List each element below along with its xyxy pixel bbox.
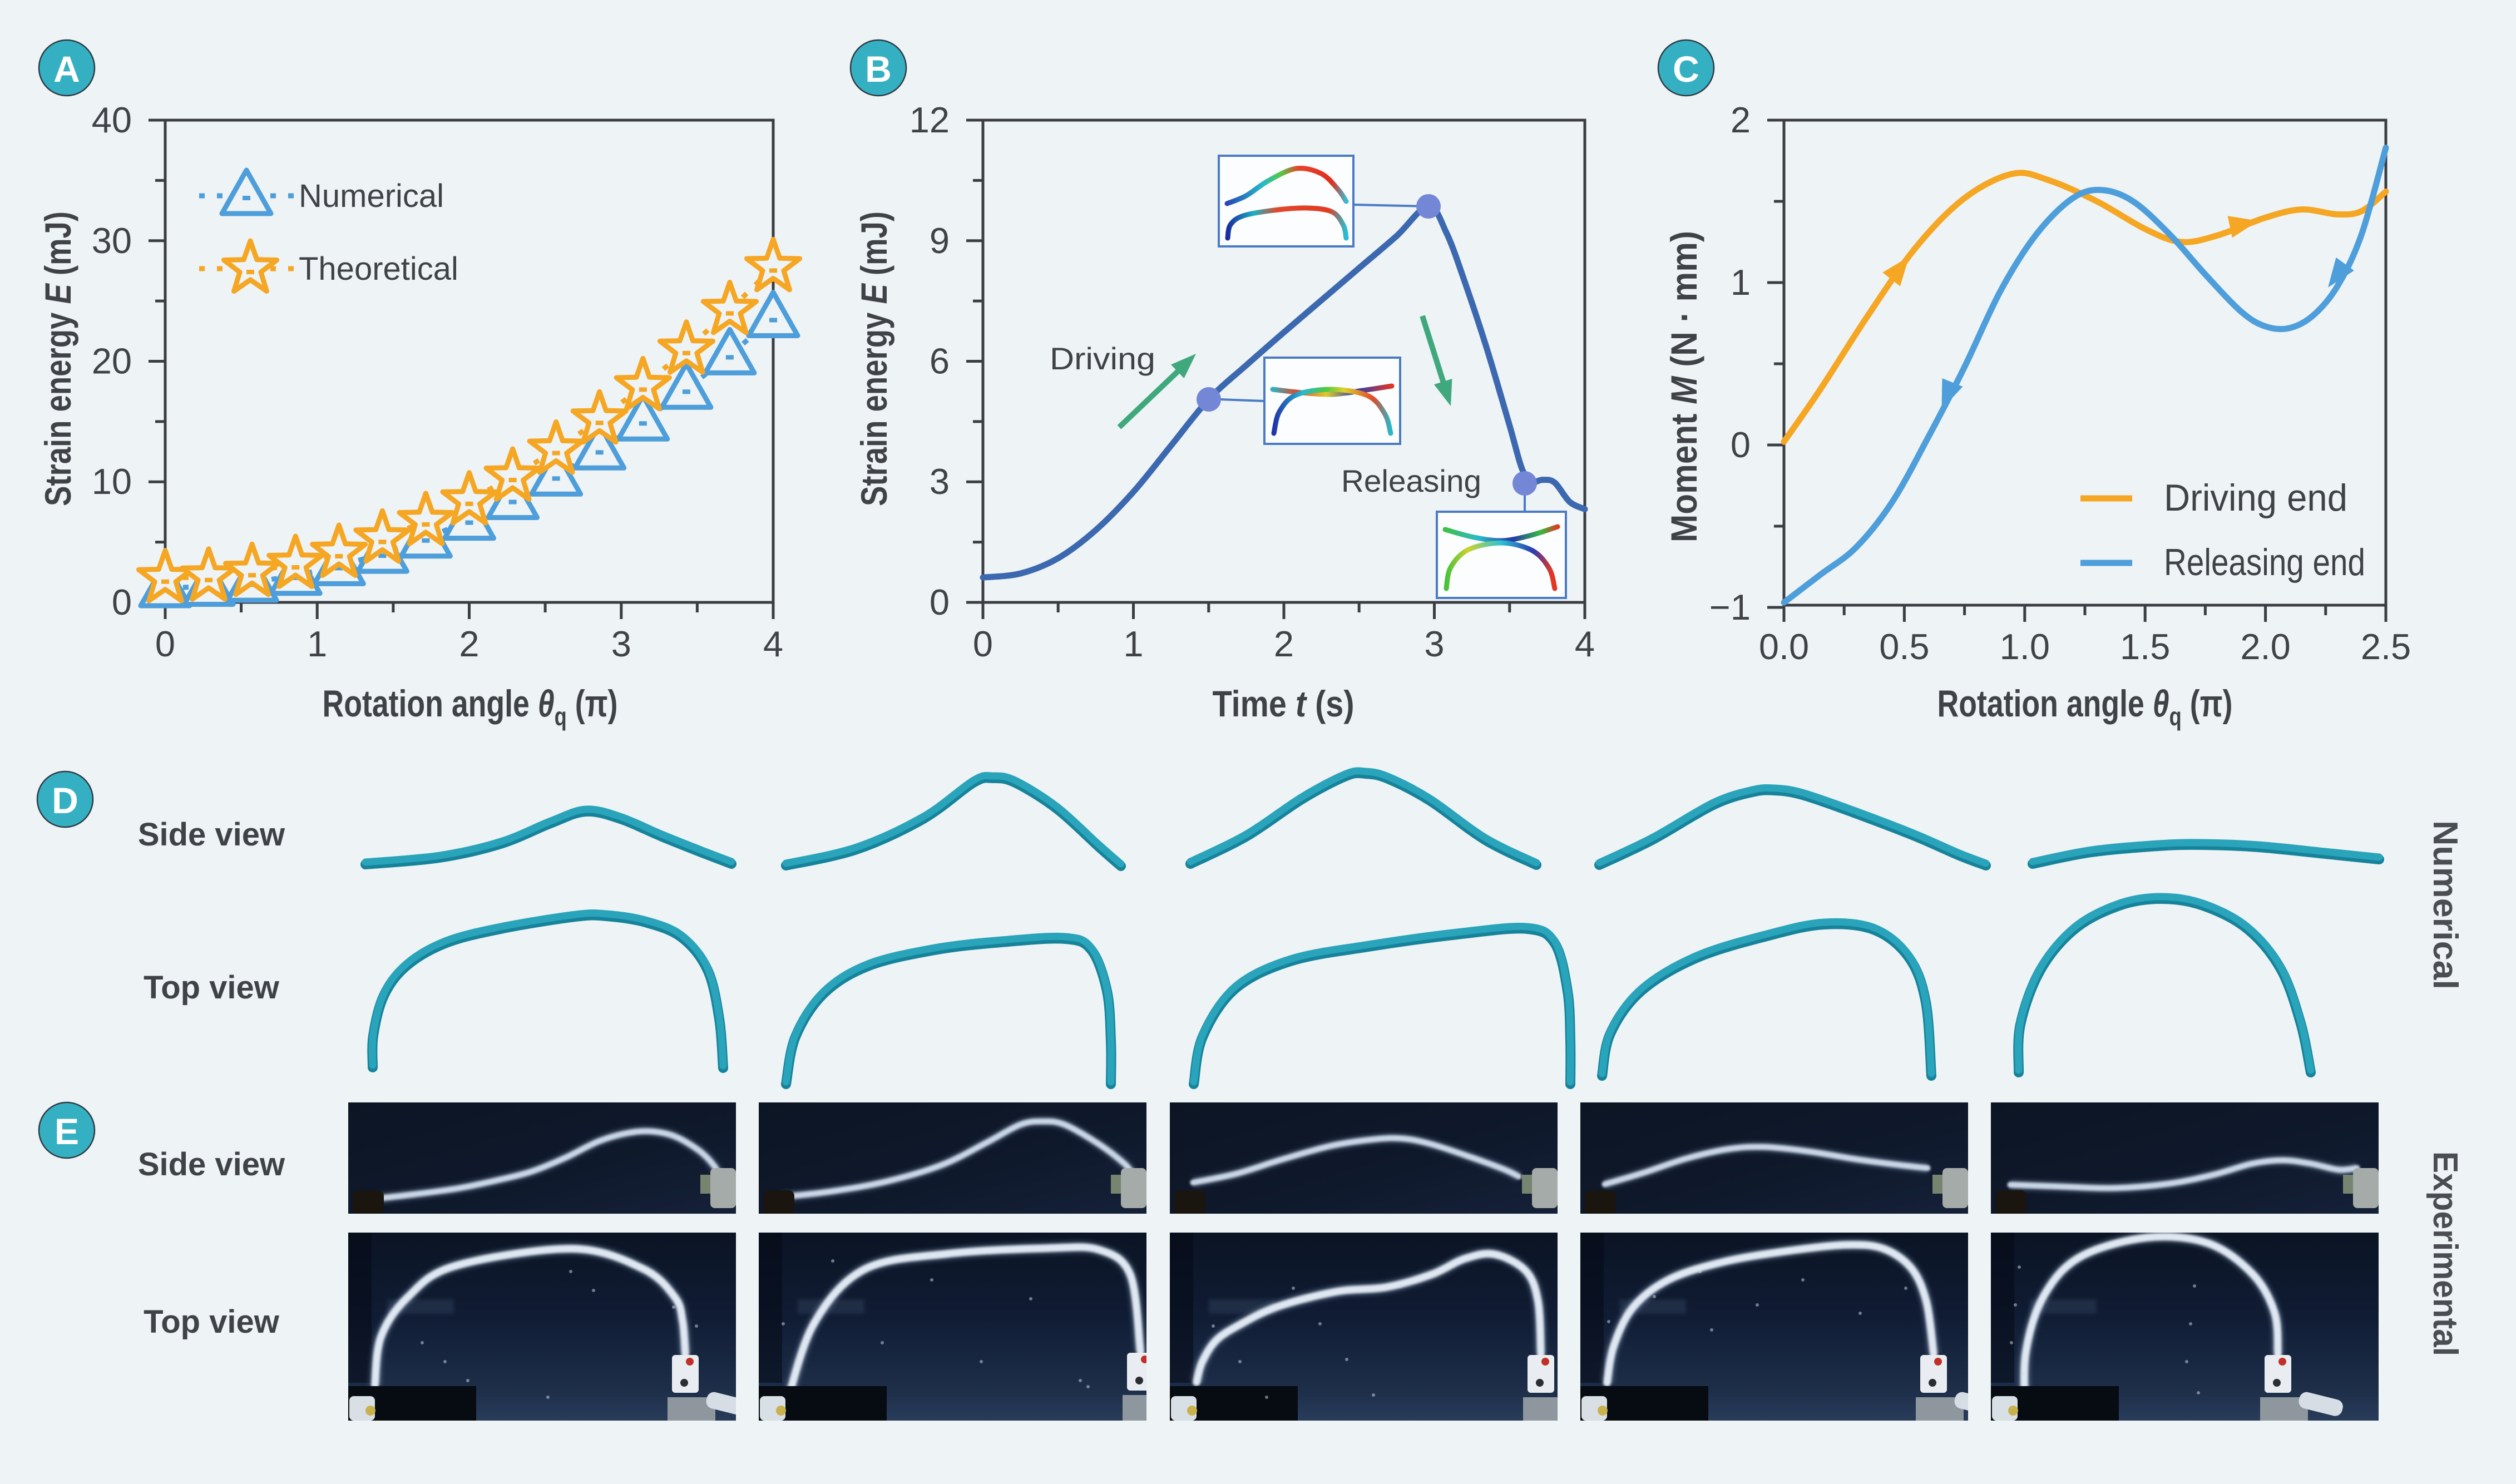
svg-text:3: 3	[930, 461, 950, 502]
svg-text:Strain energy E (mJ): Strain energy E (mJ)	[853, 211, 894, 506]
svg-text:1: 1	[307, 624, 327, 664]
svg-text:Rotation angle θq (π): Rotation angle θq (π)	[1937, 682, 2233, 731]
svg-text:B: B	[865, 48, 892, 90]
svg-text:Releasing: Releasing	[1341, 463, 1481, 498]
svg-text:0: 0	[155, 624, 175, 664]
svg-text:0: 0	[112, 582, 132, 622]
svg-text:Moment M (N · mm): Moment M (N · mm)	[1663, 231, 1704, 542]
svg-text:Experimental: Experimental	[2426, 1151, 2464, 1356]
svg-text:2.0: 2.0	[2240, 626, 2290, 667]
svg-text:Releasing end: Releasing end	[2164, 541, 2365, 583]
svg-text:40: 40	[92, 100, 132, 140]
svg-text:30: 30	[92, 220, 132, 261]
svg-text:10: 10	[92, 461, 132, 502]
svg-text:6: 6	[930, 341, 950, 382]
svg-text:Theoretical: Theoretical	[299, 251, 458, 287]
svg-text:Top view: Top view	[144, 969, 280, 1006]
svg-text:−1: −1	[1709, 587, 1751, 627]
svg-text:2: 2	[459, 624, 479, 664]
svg-text:3: 3	[1424, 624, 1444, 664]
svg-text:Side view: Side view	[138, 817, 285, 853]
svg-text:1: 1	[1731, 262, 1751, 303]
svg-text:3: 3	[611, 624, 631, 664]
svg-text:1: 1	[1123, 624, 1143, 664]
svg-text:Numerical: Numerical	[299, 178, 444, 214]
svg-text:12: 12	[909, 100, 950, 140]
svg-text:0: 0	[930, 582, 950, 622]
svg-text:2: 2	[1274, 624, 1294, 664]
svg-text:Side view: Side view	[138, 1146, 285, 1183]
svg-text:0: 0	[973, 624, 993, 664]
svg-text:1.5: 1.5	[2120, 626, 2170, 667]
svg-text:Time t (s): Time t (s)	[1213, 683, 1355, 724]
svg-text:Strain energy E (mJ): Strain energy E (mJ)	[37, 211, 78, 506]
svg-text:2.5: 2.5	[2361, 626, 2411, 667]
svg-text:Driving end: Driving end	[2164, 477, 2347, 519]
svg-text:4: 4	[1575, 624, 1595, 664]
svg-text:E: E	[55, 1111, 79, 1152]
svg-text:0.0: 0.0	[1759, 626, 1809, 667]
svg-text:Rotation angle θq (π): Rotation angle θq (π)	[323, 682, 618, 731]
svg-text:20: 20	[92, 341, 132, 382]
svg-text:0: 0	[1731, 424, 1751, 465]
svg-text:C: C	[1673, 48, 1699, 90]
svg-text:Top view: Top view	[144, 1304, 280, 1340]
svg-text:1.0: 1.0	[2000, 626, 2050, 667]
svg-text:4: 4	[763, 624, 783, 664]
svg-text:2: 2	[1731, 100, 1751, 140]
svg-text:Driving: Driving	[1050, 341, 1155, 376]
svg-text:A: A	[53, 48, 80, 90]
svg-text:Numerical: Numerical	[2426, 820, 2464, 990]
svg-text:0.5: 0.5	[1879, 626, 1929, 667]
svg-text:D: D	[52, 780, 78, 821]
svg-text:9: 9	[930, 220, 950, 261]
